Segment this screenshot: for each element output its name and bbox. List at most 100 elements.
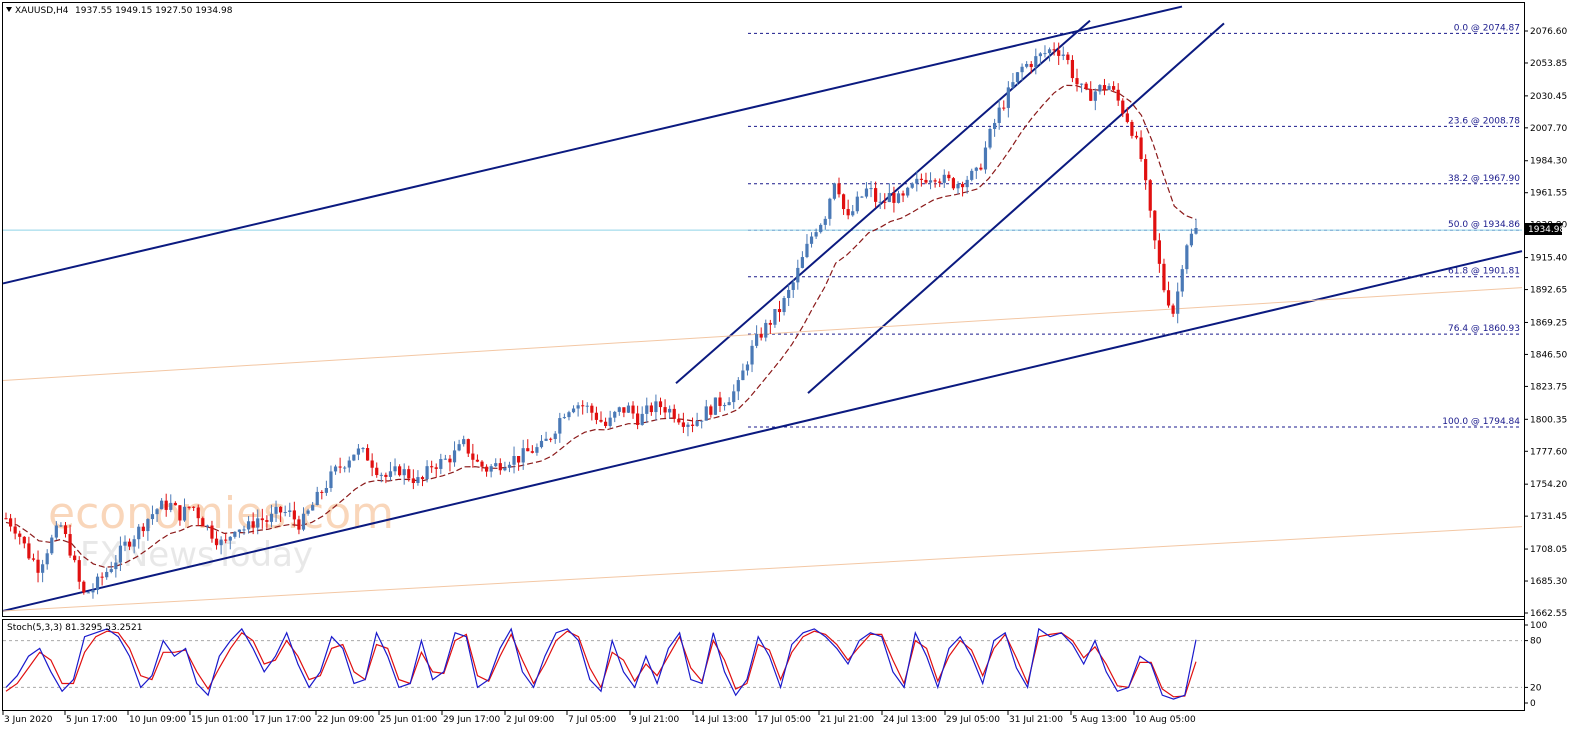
candle-body: [1043, 53, 1047, 55]
candle-body: [132, 539, 136, 547]
symbol-header: XAUUSD,H4 1937.55 1949.15 1927.50 1934.9…: [6, 6, 233, 16]
candle-body: [860, 196, 864, 198]
stoch-signal-line: [5, 630, 1197, 698]
candle-body: [736, 380, 740, 392]
candle-body: [874, 188, 878, 202]
ma-line: [5, 84, 1197, 568]
candle-body: [732, 391, 736, 403]
candle-body: [137, 526, 141, 540]
candle-body: [279, 506, 283, 513]
candle-body: [59, 525, 63, 527]
candle-body: [82, 581, 86, 593]
stoch-tick-label: 80: [1530, 637, 1542, 647]
candle-body: [599, 419, 603, 422]
candle-body: [626, 405, 631, 413]
candle-body: [1121, 100, 1125, 114]
candle-body: [329, 471, 333, 488]
candle-body: [1102, 85, 1107, 90]
candle-body: [1002, 107, 1006, 109]
candle-body: [535, 447, 539, 453]
candle-body: [594, 412, 599, 420]
candle-body: [777, 309, 782, 313]
candle-body: [864, 188, 869, 197]
candle-body: [576, 405, 580, 409]
candle-body: [1084, 83, 1088, 89]
candle-body: [562, 417, 566, 419]
candle-body: [823, 218, 827, 225]
candle-body: [311, 505, 315, 511]
candle-body: [489, 466, 493, 472]
candle-body: [517, 456, 521, 463]
candle-body: [315, 491, 319, 506]
candle-body: [709, 406, 713, 415]
candle-body: [590, 405, 594, 413]
candle-body: [1125, 113, 1129, 122]
price-tick-label: 1823.75: [1530, 382, 1567, 392]
time-tick-label: 9 Jul 21:00: [631, 715, 680, 725]
candle-body: [539, 440, 544, 448]
candle-body: [1093, 91, 1097, 101]
candle-body: [45, 553, 49, 565]
fib-level-label: 100.0 @ 1794.84: [1442, 417, 1520, 427]
candle-body: [1047, 49, 1052, 54]
price-tick-label: 2030.45: [1530, 92, 1567, 102]
time-axis: 3 Jun 2020 5 Jun 17:00 10 Jun 09:00 15 Jun …: [2, 711, 1196, 725]
candle-body: [1029, 63, 1033, 68]
candle-body: [983, 147, 988, 170]
stochastic-oscillator: 100 80 20 0: [3, 621, 1547, 709]
candle-body: [1157, 240, 1161, 264]
candle-body: [773, 309, 777, 325]
candle-body: [484, 466, 489, 472]
candle-body: [297, 519, 301, 530]
stoch-tick-label: 0: [1530, 699, 1536, 709]
candle-body: [343, 467, 347, 469]
candle-body: [938, 181, 942, 183]
candle-body: [622, 407, 626, 413]
candle-body: [1011, 82, 1015, 88]
candle-body: [265, 520, 269, 522]
candle-body: [1134, 135, 1139, 138]
candle-body: [1025, 63, 1029, 67]
candle-body: [54, 525, 58, 538]
candle-body: [878, 201, 882, 203]
candle-body: [690, 424, 695, 426]
candle-body: [13, 526, 17, 534]
candle-body: [434, 467, 438, 469]
candle-body: [155, 509, 159, 515]
candle-body: [365, 448, 370, 461]
candle-body: [841, 194, 846, 210]
candle-body: [370, 460, 374, 468]
candle-body: [77, 560, 81, 582]
candle-body: [425, 466, 429, 480]
candle-body: [681, 422, 685, 427]
candle-body: [1189, 233, 1194, 246]
candle-body: [800, 257, 804, 268]
candle-body: [150, 514, 155, 520]
stoch-main-line: [5, 627, 1197, 700]
candle-body: [755, 334, 759, 346]
candle-body: [118, 545, 123, 563]
candle-body: [1015, 72, 1020, 83]
candles: [4, 42, 1198, 599]
candle-body: [164, 500, 168, 510]
time-tick-label: 5 Jun 17:00: [66, 715, 118, 725]
candle-body: [384, 474, 388, 477]
candle-body: [1107, 86, 1111, 90]
candle-body: [50, 537, 54, 554]
candle-body: [100, 576, 104, 578]
candle-body: [224, 539, 228, 541]
candle-body: [585, 405, 589, 407]
candle-body: [608, 417, 612, 426]
price-tick-label: 1869.25: [1530, 318, 1567, 328]
candle-body: [933, 180, 937, 182]
symbol-dropdown-icon: [6, 7, 12, 12]
candle-body: [1034, 56, 1038, 68]
candle-body: [658, 401, 663, 408]
candle-body: [36, 559, 40, 573]
fibonacci-retracement: 0.0 @ 2074.87 23.6 @ 2008.78 38.2 @ 1967.9…: [3, 23, 1522, 428]
fib-level-label: 0.0 @ 2074.87: [1454, 23, 1520, 33]
candle-body: [722, 405, 727, 407]
candle-body: [178, 505, 182, 521]
candle-body: [745, 364, 750, 371]
